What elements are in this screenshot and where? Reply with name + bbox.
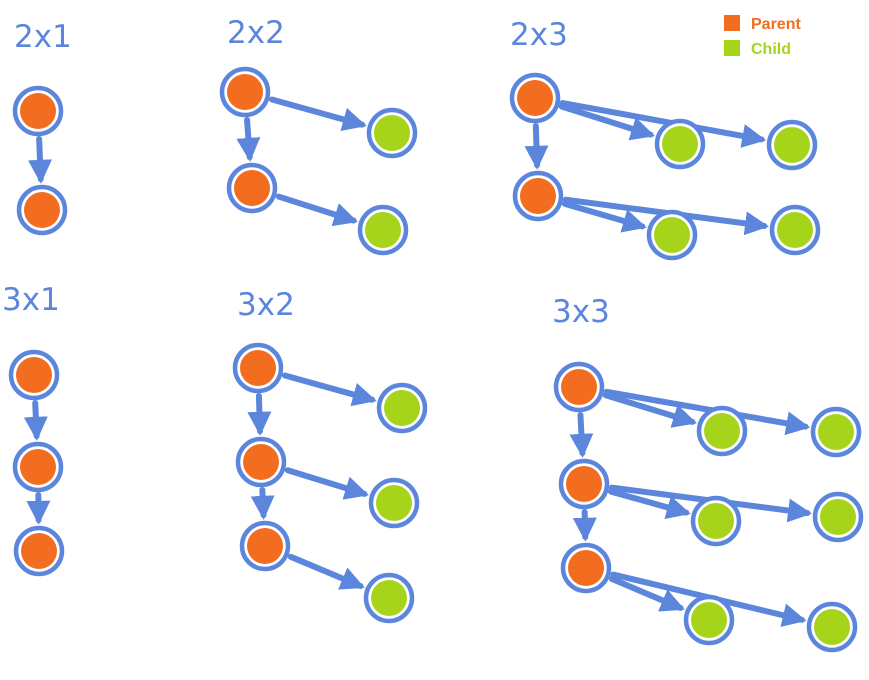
g-3x3-parent-node-3 [560, 542, 612, 594]
legend-parent-label: Parent [751, 16, 801, 33]
g-2x2-child-node-2-1 [357, 204, 409, 256]
group-label-2x2: 2x2 [227, 15, 285, 51]
g-3x3-child-edge-1-2 [603, 388, 811, 436]
g-3x1-parent-node-3 [13, 525, 65, 577]
g-3x3-child-edge-3-1 [608, 575, 685, 612]
g-3x2-child-edge-3-1 [287, 553, 365, 590]
g-2x3-parent-node-1 [509, 72, 561, 124]
g-3x3-child-edge-2-1 [607, 488, 691, 520]
g-3x2-parent-edge-1 [247, 392, 272, 436]
g-3x3-child-node-3-2 [806, 601, 858, 653]
g-3x3-child-edge-1-1 [602, 392, 697, 428]
g-3x2-parent-edge-2 [250, 486, 275, 520]
g-3x2-parent-node-2 [235, 436, 287, 488]
g-2x3-child-edge-2-1 [561, 200, 647, 233]
g-3x1-parent-node-1 [8, 349, 60, 401]
g-3x3-parent-node-1 [553, 361, 605, 413]
g-3x3-child-node-2-1 [690, 495, 742, 547]
legend-child-label: Child [751, 41, 791, 58]
legend: Parent Child [724, 15, 801, 58]
g-2x1-parent-node-2 [16, 184, 68, 236]
g-2x2-child-edge-2-1 [275, 193, 359, 227]
g-3x3-parent-edge-2 [572, 508, 597, 542]
g-3x2-child-node-2-1 [368, 477, 420, 529]
g-3x3-parent-node-2 [558, 458, 610, 510]
g-3x3-child-node-3-1 [683, 594, 735, 646]
g-2x3-child-node-1-2 [766, 119, 818, 171]
g-3x2-child-edge-2-1 [284, 467, 369, 500]
g-3x2-child-node-3-1 [363, 572, 415, 624]
g-3x3-child-node-2-2 [812, 491, 864, 543]
g-2x2-parent-edge-1 [236, 116, 261, 162]
g-3x2-child-node-1-1 [376, 382, 428, 434]
g-2x2-child-node-1-1 [366, 107, 418, 159]
g-3x2-parent-node-1 [232, 342, 284, 394]
group-label-3x3: 3x3 [552, 294, 610, 330]
g-2x3-child-edge-1-2 [559, 100, 767, 148]
g-3x1-parent-edge-1 [23, 399, 48, 441]
g-3x3-child-node-1-1 [696, 405, 748, 457]
g-2x3-child-node-1-1 [654, 118, 706, 170]
g-3x3-child-node-1-2 [810, 406, 862, 458]
g-3x3-parent-edge-1 [569, 411, 594, 458]
g-2x2-parent-node-2 [226, 162, 278, 214]
g-3x2-parent-node-3 [239, 520, 291, 572]
edges-layer [23, 96, 813, 627]
legend-parent-swatch [724, 15, 740, 31]
group-label-3x1: 3x1 [2, 282, 60, 318]
g-3x2-child-edge-1-1 [281, 372, 377, 407]
g-2x2-parent-node-1 [219, 66, 271, 118]
group-label-2x3: 2x3 [510, 17, 568, 53]
legend-child-swatch [724, 40, 740, 56]
g-2x3-child-edge-1-1 [558, 103, 656, 141]
g-3x1-parent-node-2 [12, 441, 64, 493]
g-2x3-parent-edge-1 [524, 122, 549, 170]
group-label-3x2: 3x2 [237, 287, 295, 323]
group-label-2x1: 2x1 [14, 19, 72, 55]
g-2x3-child-node-2-2 [769, 204, 821, 256]
nodes-layer [8, 66, 864, 653]
g-2x3-child-node-2-1 [646, 209, 698, 261]
g-2x2-child-edge-1-1 [268, 96, 367, 132]
g-2x3-parent-node-2 [512, 170, 564, 222]
g-2x1-parent-node-1 [12, 85, 64, 137]
g-2x1-parent-edge-1 [27, 135, 52, 184]
